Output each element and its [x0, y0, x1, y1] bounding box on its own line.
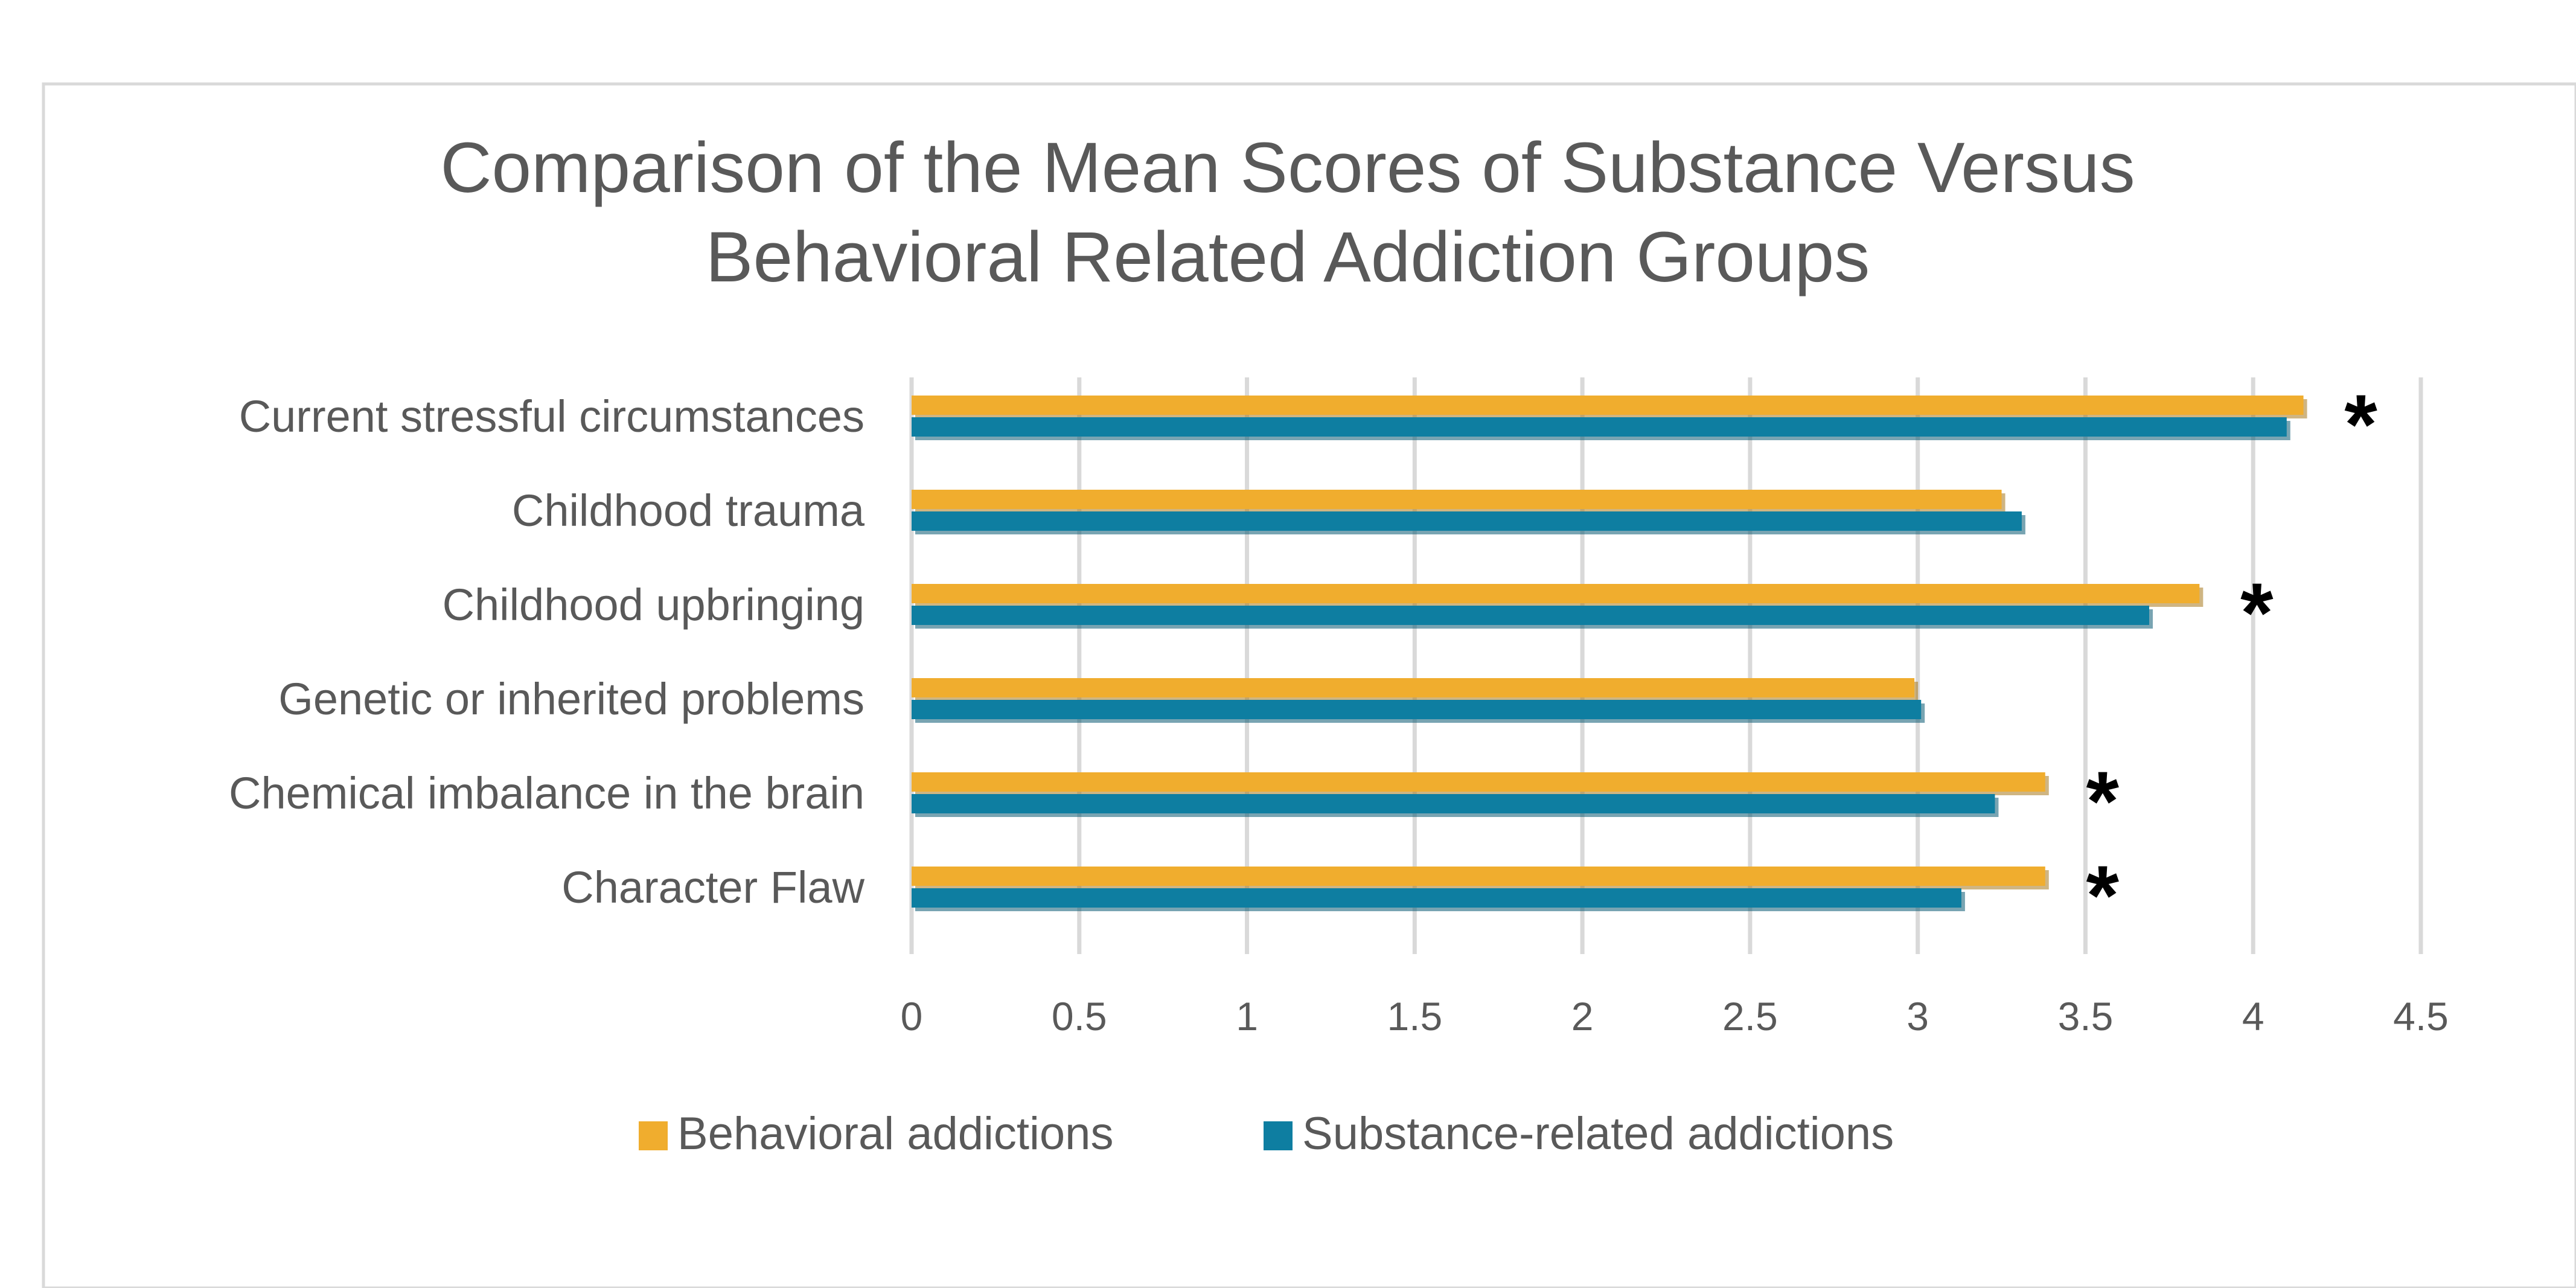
category-labels: Current stressful circumstances Childhood… [229, 391, 865, 912]
category-label: Childhood trauma [512, 485, 865, 536]
category-label: Genetic or inherited problems [278, 674, 865, 724]
legend: Behavioral addictions Substance-related a… [639, 1108, 1894, 1159]
bars [912, 396, 2307, 911]
category-label: Character Flaw [561, 862, 865, 912]
bar-substance-childhood-trauma [912, 511, 2022, 531]
chart-title: Comparison of the Mean Scores of Substan… [440, 128, 2135, 297]
bar-substance-current-stressful-circumstances [912, 417, 2287, 437]
legend-label: Substance-related addictions [1302, 1108, 1894, 1159]
x-tick-label: 4 [2242, 994, 2264, 1039]
significance-marker: * [2240, 565, 2274, 660]
significance-marker: * [2086, 848, 2120, 943]
bar-behavioral-childhood-upbringing [912, 584, 2200, 603]
x-tick-label: 0 [901, 994, 923, 1039]
significance-marker: * [2344, 377, 2377, 472]
bar-substance-genetic-or-inherited-problems [912, 700, 1922, 719]
legend-swatch [1264, 1121, 1293, 1150]
x-tick-label: 1.5 [1387, 994, 1442, 1039]
x-tick-label: 0.5 [1052, 994, 1107, 1039]
grid-lines [909, 377, 2423, 954]
legend-label: Behavioral addictions [677, 1108, 1113, 1159]
legend-swatch [639, 1121, 668, 1150]
bar-behavioral-character-flaw [912, 867, 2045, 886]
bar-substance-character-flaw [912, 888, 1961, 908]
bar-behavioral-chemical-imbalance-in-the-brain [912, 772, 2045, 792]
x-tick-label: 3 [1906, 994, 1929, 1039]
category-label: Current stressful circumstances [239, 391, 865, 441]
category-label: Childhood upbringing [443, 580, 865, 630]
bar-substance-chemical-imbalance-in-the-brain [912, 794, 1995, 813]
bar-substance-childhood-upbringing [912, 606, 2149, 625]
category-label: Chemical imbalance in the brain [229, 768, 865, 818]
x-tick-label: 2.5 [1722, 994, 1778, 1039]
x-tick-label: 3.5 [2058, 994, 2114, 1039]
x-tick-label: 4.5 [2393, 994, 2449, 1039]
chart-title-line: Behavioral Related Addiction Groups [706, 217, 1870, 297]
significance-markers: **** [2086, 377, 2378, 943]
bar-behavioral-current-stressful-circumstances [912, 396, 2304, 415]
bar-behavioral-childhood-trauma [912, 490, 2002, 509]
x-tick-label: 1 [1236, 994, 1258, 1039]
x-tick-label: 2 [1571, 994, 1594, 1039]
bar-behavioral-genetic-or-inherited-problems [912, 678, 1915, 697]
chart-title-line: Comparison of the Mean Scores of Substan… [440, 128, 2135, 208]
x-tick-labels: 0 0.5 1 1.5 2 2.5 3 3.5 4 4.5 [901, 994, 2449, 1039]
significance-marker: * [2086, 754, 2120, 848]
